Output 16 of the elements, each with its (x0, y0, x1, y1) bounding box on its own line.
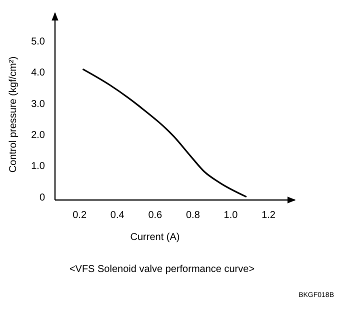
y-tick-label: 1.0 (31, 161, 46, 172)
x-tick-label: 1.2 (262, 210, 276, 221)
y-tick-label: 4.0 (31, 68, 46, 79)
x-tick-label: 0.2 (72, 210, 87, 221)
y-tick-label: 2.0 (31, 130, 46, 142)
y-axis-title: Control pressure (kgf/cm²) (8, 56, 19, 173)
y-tick-label: 3.0 (31, 98, 46, 110)
x-axis-title: Current (A) (130, 232, 180, 243)
y-tick-label: 5.0 (31, 36, 46, 48)
y-tick-label: 0 (39, 192, 46, 204)
x-tick-label: 0.8 (186, 210, 200, 221)
line-series (82, 68, 247, 198)
text: <VFS Solenoid valve performance curve> (69, 264, 255, 275)
x-tick-label: 1.0 (224, 210, 238, 221)
x-tick-label: 0.6 (148, 210, 163, 221)
x-tick-label: 0.4 (110, 210, 125, 221)
